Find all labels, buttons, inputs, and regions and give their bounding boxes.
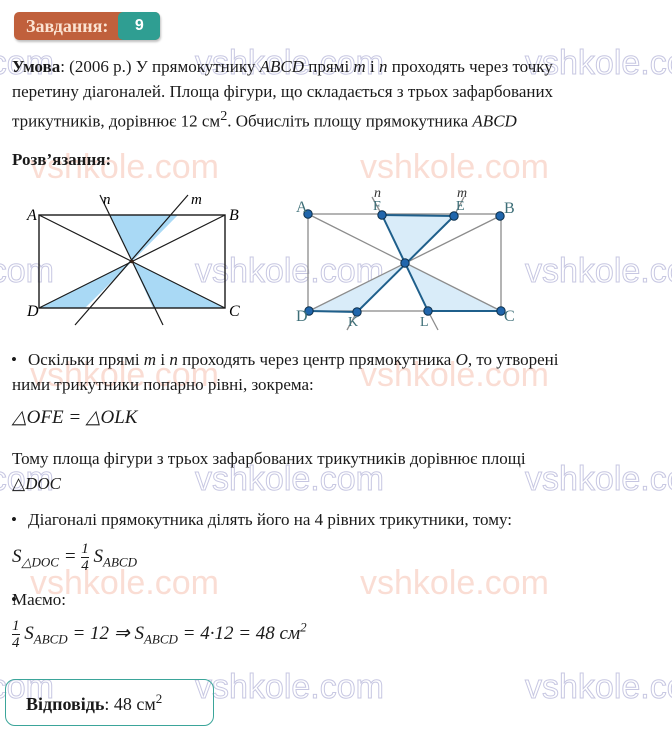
svg-text:m: m [457, 186, 467, 201]
svg-text:E: E [456, 199, 465, 214]
svg-text:C: C [504, 308, 515, 325]
svg-text:m: m [191, 192, 202, 208]
svg-text:A: A [296, 199, 308, 216]
svg-text:F: F [373, 199, 381, 214]
svg-text:A: A [26, 207, 37, 224]
svg-text:C: C [229, 303, 240, 320]
svg-text:K: K [348, 315, 358, 330]
svg-text:n: n [374, 186, 381, 201]
svg-text:n: n [103, 192, 111, 208]
svg-text:L: L [420, 315, 429, 330]
svg-text:B: B [229, 207, 239, 224]
svg-text:B: B [504, 200, 515, 217]
svg-text:D: D [26, 303, 39, 320]
svg-text:D: D [296, 308, 308, 325]
